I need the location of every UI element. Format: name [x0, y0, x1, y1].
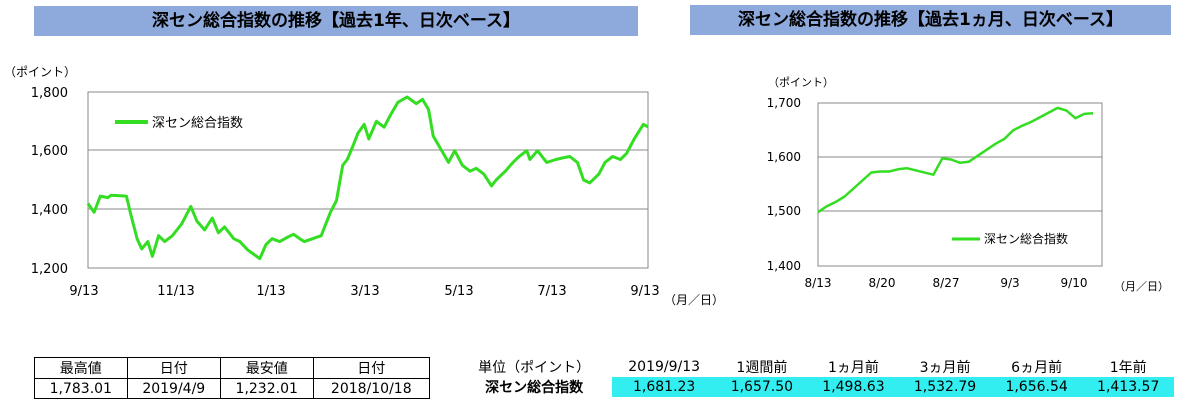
- chart2-gridlines: [818, 102, 1102, 212]
- chart2-x-unit: （月／日）: [1114, 280, 1169, 293]
- header-high: 最高値: [34, 357, 128, 379]
- value-low: 1,232.01: [219, 378, 314, 399]
- value-1year: 1,413.57: [1082, 377, 1174, 397]
- legend-label: 深セン総合指数: [984, 231, 1068, 246]
- x-tick-0827: 8/27: [933, 276, 960, 290]
- value-1month: 1,498.63: [807, 377, 900, 397]
- header-6month: 6ヵ月前: [1011, 360, 1063, 376]
- chart1-plot-frame: [87, 91, 649, 269]
- chart1-legend: 深セン総合指数: [115, 116, 243, 131]
- chart2-plot-frame: [817, 102, 1103, 267]
- chart2-one-month: （ポイント） 1,700 1,600 1,500 1,400 8/13 8/20…: [767, 76, 1169, 293]
- x-tick-0903: 9/3: [1000, 276, 1019, 290]
- x-tick-0813: 8/13: [805, 276, 832, 290]
- chart1-series-line: [86, 95, 649, 261]
- history-header-row: 単位（ポイント） 2019/9/13 1週間前 1ヵ月前 3ヵ月前 6ヵ月前 1…: [456, 357, 1174, 377]
- x-tick-0313: 3/13: [350, 284, 379, 299]
- high-low-table: 最高値 日付 最安値 日付 1,783.01 2019/4/9 1,232.01…: [34, 357, 431, 399]
- chart1-one-year: （ポイント） 1,800 1,600 1,400 1,200 9/13 11/1…: [4, 65, 724, 307]
- chart1-x-unit: （月／日）: [664, 293, 724, 307]
- y-tick-1600: 1,600: [31, 144, 68, 159]
- y-tick-1400: 1,400: [31, 203, 68, 218]
- chart1-gridlines: [88, 91, 648, 210]
- chart2-legend: 深セン総合指数: [952, 231, 1068, 246]
- y-tick-1200: 1,200: [31, 262, 68, 277]
- value-3month: 1,532.79: [899, 377, 991, 397]
- chart2-series-line: [817, 106, 1094, 214]
- x-tick-0913: 9/13: [69, 284, 98, 299]
- header-current: 2019/9/13: [628, 359, 701, 375]
- history-value-row: 深セン総合指数 1,681.23 1,657.50 1,498.63 1,532…: [456, 377, 1174, 397]
- chart1-unit-label: （ポイント）: [4, 65, 76, 79]
- chart2-unit-label: （ポイント）: [768, 76, 834, 89]
- y-tick-1700: 1,700: [767, 96, 801, 110]
- x-tick-1113: 11/13: [157, 284, 194, 299]
- x-tick-0820: 8/20: [869, 276, 896, 290]
- x-tick-0513: 5/13: [444, 284, 473, 299]
- y-tick-1500: 1,500: [767, 204, 801, 218]
- chart1-y-ticks: 1,800 1,600 1,400 1,200: [31, 86, 68, 277]
- history-table: 単位（ポイント） 2019/9/13 1週間前 1ヵ月前 3ヵ月前 6ヵ月前 1…: [456, 357, 1174, 397]
- high-low-value-row: 1,783.01 2019/4/9 1,232.01 2018/10/18: [34, 378, 431, 399]
- y-tick-1800: 1,800: [31, 86, 68, 101]
- header-low: 最安値: [219, 357, 314, 379]
- header-1year: 1年前: [1109, 360, 1147, 376]
- chart1-title: 深セン総合指数の推移【過去1年、日次ベース】: [34, 6, 638, 36]
- value-low-date: 2018/10/18: [312, 378, 431, 399]
- value-6month: 1,656.54: [990, 377, 1083, 397]
- header-high-date: 日付: [126, 357, 221, 379]
- header-3month: 3ヵ月前: [919, 360, 971, 376]
- value-current: 1,681.23: [612, 377, 717, 397]
- header-1month: 1ヵ月前: [828, 360, 879, 376]
- header-1week: 1週間前: [736, 360, 788, 376]
- chart2-y-ticks: 1,700 1,600 1,500 1,400: [767, 96, 801, 273]
- legend-label: 深セン総合指数: [152, 116, 243, 131]
- chart2-x-ticks: 8/13 8/20 8/27 9/3 9/10: [805, 276, 1088, 290]
- chart1-x-ticks: 9/13 11/13 1/13 3/13 5/13 7/13 9/13: [69, 284, 659, 299]
- value-1week: 1,657.50: [716, 377, 808, 397]
- x-tick-0113: 1/13: [256, 284, 285, 299]
- value-high-date: 2019/4/9: [126, 378, 221, 399]
- header-unit: 単位（ポイント）: [478, 360, 591, 376]
- x-tick-0913b: 9/13: [630, 284, 659, 299]
- row-label: 深セン総合指数: [485, 380, 584, 396]
- x-tick-0713: 7/13: [537, 284, 566, 299]
- value-high: 1,783.01: [34, 378, 128, 399]
- header-low-date: 日付: [312, 357, 431, 379]
- chart2-title: 深セン総合指数の推移【過去1ヵ月、日次ベース】: [690, 5, 1171, 35]
- y-tick-1600: 1,600: [767, 150, 801, 164]
- y-tick-1400: 1,400: [767, 259, 801, 273]
- high-low-header-row: 最高値 日付 最安値 日付: [34, 357, 431, 379]
- x-tick-0910: 9/10: [1061, 276, 1088, 290]
